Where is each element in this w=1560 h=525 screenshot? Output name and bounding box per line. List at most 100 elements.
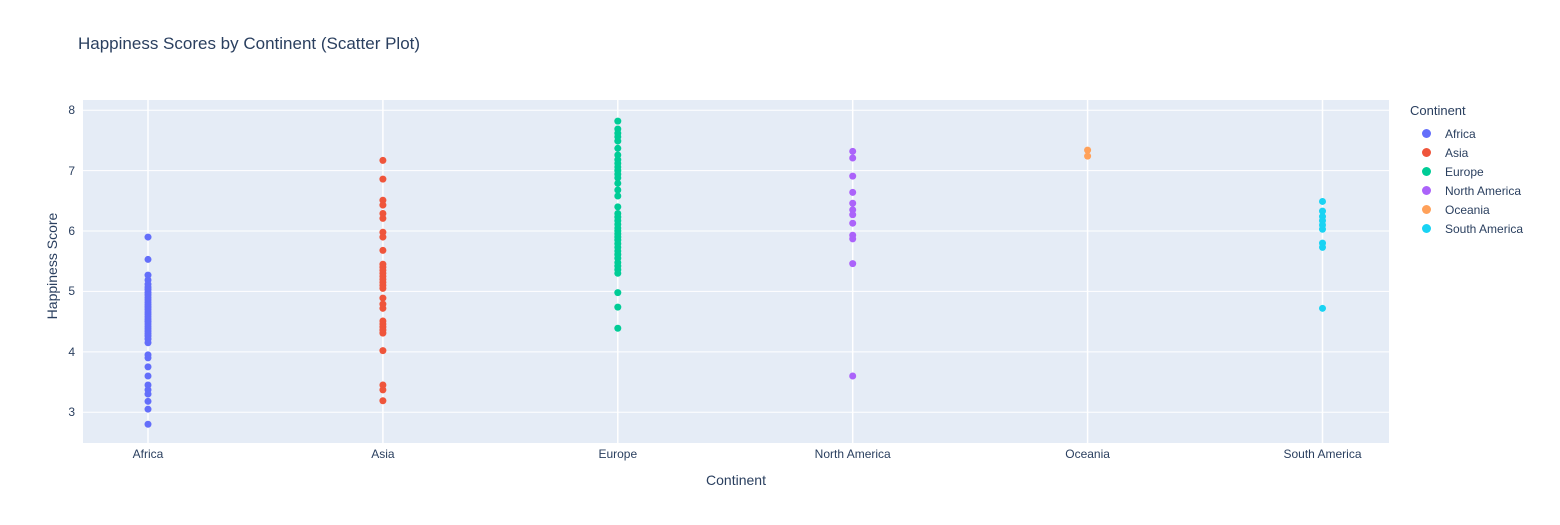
data-point[interactable] bbox=[849, 188, 857, 196]
y-axis-title: Happiness Score bbox=[44, 212, 60, 320]
legend: Continent Africa Asia Europe North America O… bbox=[1410, 103, 1523, 238]
data-point[interactable] bbox=[379, 284, 387, 292]
data-point[interactable] bbox=[614, 137, 622, 145]
data-point[interactable] bbox=[849, 154, 857, 162]
data-point[interactable] bbox=[614, 144, 622, 152]
legend-item-label: Europe bbox=[1445, 164, 1484, 179]
legend-item-label: Asia bbox=[1445, 145, 1469, 160]
plot-background bbox=[83, 100, 1389, 443]
data-point[interactable] bbox=[144, 381, 152, 389]
data-point[interactable] bbox=[849, 211, 857, 219]
legend-item[interactable]: North America bbox=[1410, 181, 1523, 200]
legend-item-label: North America bbox=[1445, 183, 1522, 198]
data-point[interactable] bbox=[1084, 146, 1092, 154]
legend-item-label: Africa bbox=[1445, 126, 1476, 141]
legend-item-label: Oceania bbox=[1445, 202, 1490, 217]
legend-marker-icon bbox=[1422, 186, 1431, 195]
x-tick-label: North America bbox=[814, 447, 891, 461]
data-point[interactable] bbox=[379, 294, 387, 302]
data-point[interactable] bbox=[614, 269, 622, 277]
data-point[interactable] bbox=[1319, 197, 1326, 205]
data-point[interactable] bbox=[849, 219, 857, 227]
legend-marker-icon bbox=[1422, 205, 1431, 214]
data-point[interactable] bbox=[379, 397, 387, 405]
x-tick-label: Asia bbox=[371, 447, 395, 461]
x-tick-label: Oceania bbox=[1065, 447, 1110, 461]
legend-item[interactable]: Asia bbox=[1410, 143, 1523, 162]
legend-item[interactable]: Europe bbox=[1410, 162, 1523, 181]
data-point[interactable] bbox=[144, 271, 152, 279]
y-tick-label: 6 bbox=[68, 224, 75, 239]
data-point[interactable] bbox=[379, 156, 387, 164]
data-point[interactable] bbox=[849, 147, 857, 155]
x-tick-label: Africa bbox=[132, 447, 164, 461]
data-point[interactable] bbox=[614, 203, 622, 211]
data-point[interactable] bbox=[1319, 243, 1326, 251]
data-point[interactable] bbox=[614, 179, 622, 187]
data-point[interactable] bbox=[379, 246, 387, 254]
data-point[interactable] bbox=[614, 186, 622, 194]
data-point[interactable] bbox=[144, 372, 152, 380]
data-point[interactable] bbox=[614, 324, 622, 332]
data-point[interactable] bbox=[1319, 207, 1326, 215]
data-point[interactable] bbox=[1319, 225, 1326, 233]
legend-marker-icon bbox=[1422, 167, 1431, 176]
data-point[interactable] bbox=[379, 175, 387, 183]
data-point[interactable] bbox=[379, 214, 387, 222]
y-tick-label: 5 bbox=[68, 284, 75, 299]
data-point[interactable] bbox=[849, 372, 857, 380]
legend-marker-icon bbox=[1422, 224, 1431, 233]
x-axis-title: Continent bbox=[706, 472, 766, 488]
y-tick-label: 7 bbox=[68, 163, 75, 178]
data-point[interactable] bbox=[144, 233, 152, 241]
data-point[interactable] bbox=[614, 303, 622, 311]
legend-marker-icon bbox=[1422, 129, 1431, 138]
data-point[interactable] bbox=[144, 255, 152, 263]
chart-title: Happiness Scores by Continent (Scatter P… bbox=[78, 34, 421, 53]
data-point[interactable] bbox=[144, 397, 152, 405]
data-point[interactable] bbox=[379, 329, 387, 337]
data-point[interactable] bbox=[849, 206, 857, 214]
data-point[interactable] bbox=[379, 196, 387, 204]
legend-item-label: South America bbox=[1445, 221, 1524, 236]
data-point[interactable] bbox=[379, 201, 387, 209]
data-point[interactable] bbox=[144, 363, 152, 371]
data-point[interactable] bbox=[144, 339, 152, 347]
data-point[interactable] bbox=[849, 235, 857, 243]
data-point[interactable] bbox=[849, 260, 857, 268]
data-point[interactable] bbox=[379, 210, 387, 218]
y-tick-label: 3 bbox=[68, 405, 75, 420]
data-point[interactable] bbox=[849, 199, 857, 207]
data-point[interactable] bbox=[849, 172, 857, 180]
data-point[interactable] bbox=[614, 151, 622, 159]
data-point[interactable] bbox=[379, 381, 387, 389]
legend-item[interactable]: South America bbox=[1410, 219, 1523, 238]
legend-items: Africa Asia Europe North America Oceania Sout… bbox=[1410, 124, 1523, 238]
legend-item[interactable]: Africa bbox=[1410, 124, 1523, 143]
data-point[interactable] bbox=[144, 405, 152, 413]
data-point[interactable] bbox=[614, 289, 622, 297]
data-point[interactable] bbox=[379, 228, 387, 236]
x-tick-label: Europe bbox=[598, 447, 638, 461]
legend-title: Continent bbox=[1410, 103, 1466, 118]
data-point[interactable] bbox=[379, 233, 387, 241]
y-tick-label: 4 bbox=[68, 344, 75, 359]
legend-item[interactable]: Oceania bbox=[1410, 200, 1523, 219]
y-tick-label: 8 bbox=[68, 103, 75, 118]
data-point[interactable] bbox=[379, 347, 387, 355]
data-point[interactable] bbox=[614, 192, 622, 200]
x-tick-label: South America bbox=[1283, 447, 1362, 461]
legend-marker-icon bbox=[1422, 148, 1431, 157]
data-point[interactable] bbox=[614, 174, 622, 182]
data-point[interactable] bbox=[379, 304, 387, 312]
data-point[interactable] bbox=[379, 386, 387, 394]
data-point[interactable] bbox=[144, 390, 152, 398]
data-point[interactable] bbox=[1084, 152, 1092, 160]
data-point[interactable] bbox=[614, 117, 622, 125]
data-point[interactable] bbox=[144, 354, 152, 362]
plot-canvas bbox=[83, 100, 1389, 443]
plot-area[interactable] bbox=[83, 100, 1389, 443]
data-point[interactable] bbox=[144, 420, 152, 428]
data-point[interactable] bbox=[1319, 304, 1326, 312]
